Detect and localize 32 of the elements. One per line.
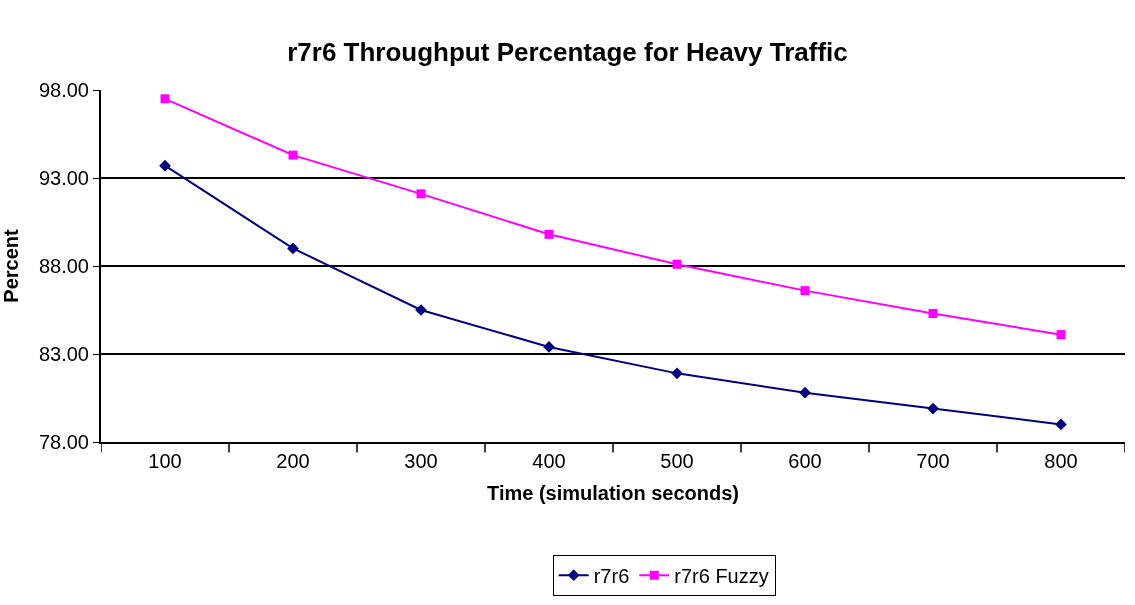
y-axis-title: Percent (0, 228, 22, 303)
point (288, 150, 298, 160)
point (544, 229, 554, 239)
legend-label: r7r6 (593, 564, 630, 587)
point (800, 286, 810, 296)
y-tick-label: 78.00 (38, 431, 89, 453)
x-axis-title: Time (simulation seconds) (487, 482, 739, 504)
x-tick-label: 400 (532, 450, 566, 472)
x-tick-label: 300 (404, 450, 438, 472)
legend-label: r7r6 Fuzzy (674, 564, 769, 587)
y-tick-label: 88.00 (38, 255, 89, 277)
chart-title: r7r6 Throughput Percentage for Heavy Traffic (287, 36, 848, 67)
x-tick-label: 200 (276, 450, 310, 472)
point (927, 402, 939, 415)
point (287, 242, 299, 255)
y-tick-label: 98.00 (38, 79, 89, 101)
point (1055, 418, 1067, 431)
point (671, 367, 683, 380)
y-tick-label: 83.00 (38, 343, 89, 365)
x-tick-label: 600 (788, 450, 822, 472)
point (928, 309, 938, 319)
point (672, 259, 682, 269)
point (1056, 330, 1066, 340)
point (799, 386, 811, 399)
y-tick-label: 93.00 (38, 167, 89, 189)
x-tick-label: 800 (1044, 450, 1078, 472)
point (160, 94, 170, 104)
x-tick-label: 700 (916, 450, 950, 472)
point (416, 189, 426, 199)
x-tick-label: 100 (148, 450, 182, 472)
x-tick-label: 500 (660, 450, 694, 472)
point (159, 159, 171, 172)
